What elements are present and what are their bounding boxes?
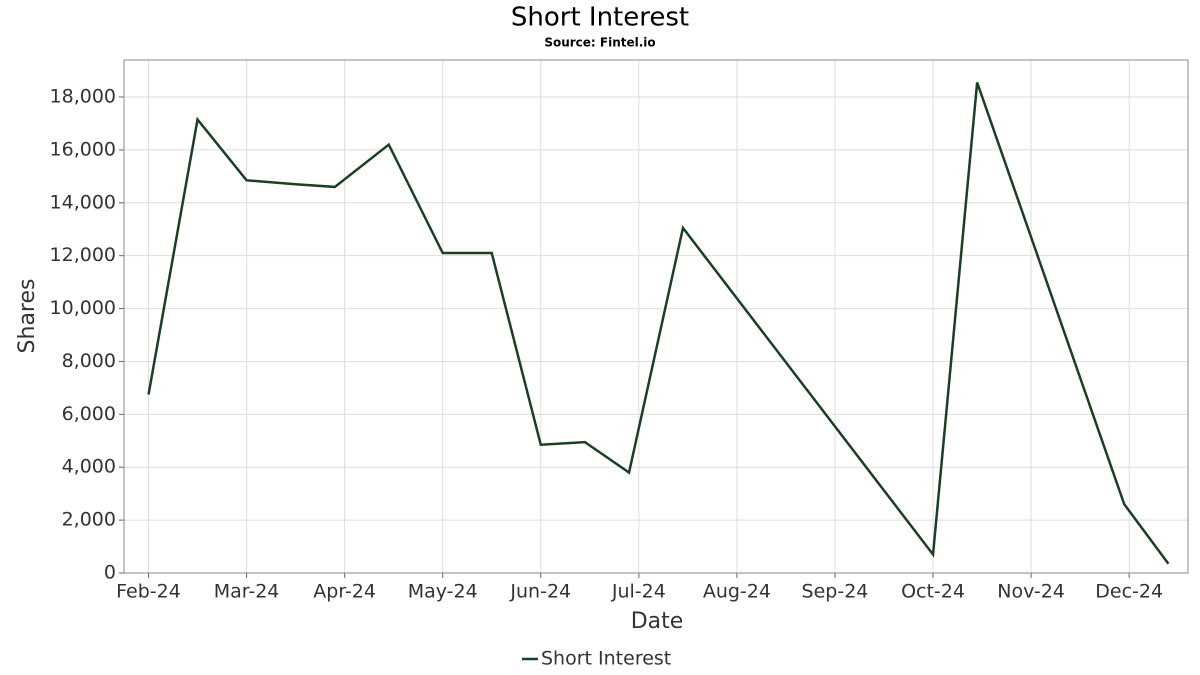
x-tick-label: Jul-24 (611, 581, 666, 603)
y-axis-title: Shares (15, 279, 40, 354)
x-tick-label: Dec-24 (1095, 581, 1163, 603)
y-tick-label: 14,000 (50, 191, 116, 213)
x-tick-label: Feb-24 (116, 581, 181, 603)
x-tick-label: Oct-24 (901, 581, 965, 603)
chart-subtitle: Source: Fintel.io (544, 36, 655, 50)
chart-title: Short Interest (511, 3, 689, 33)
y-tick-label: 0 (104, 562, 116, 584)
x-tick-label: Apr-24 (313, 581, 376, 603)
x-tick-label: Sep-24 (802, 581, 869, 603)
y-tick-label: 12,000 (50, 244, 116, 266)
x-tick-label: Mar-24 (214, 581, 280, 603)
x-tick-label: Jun-24 (509, 581, 571, 603)
y-tick-label: 18,000 (50, 86, 116, 108)
legend-label: Short Interest (541, 648, 671, 670)
y-tick-label: 4,000 (62, 456, 116, 478)
y-tick-label: 6,000 (62, 403, 116, 425)
x-tick-label: Nov-24 (997, 581, 1065, 603)
x-tick-label: May-24 (408, 581, 478, 603)
y-tick-label: 8,000 (62, 350, 116, 372)
plot-frame (123, 59, 1189, 574)
y-tick-label: 10,000 (50, 297, 116, 319)
y-tick-label: 16,000 (50, 138, 116, 160)
data-line (147, 82, 1170, 565)
y-tick-label: 2,000 (62, 509, 116, 531)
x-tick-label: Aug-24 (703, 581, 771, 603)
x-axis-title: Date (631, 609, 684, 634)
